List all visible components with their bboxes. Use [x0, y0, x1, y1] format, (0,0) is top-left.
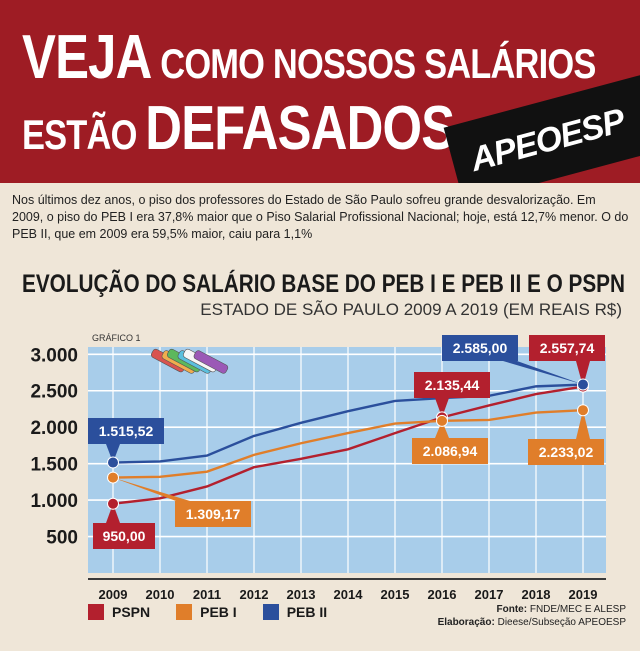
label-pointer [576, 410, 590, 439]
legend-label: PEB II [286, 604, 328, 620]
chalk-icon [193, 350, 229, 374]
data-label-box [175, 501, 251, 527]
legend-label: PSPN [112, 604, 151, 620]
legend-swatch [262, 604, 279, 620]
y-tick-label: 3.000 [30, 345, 78, 366]
data-label: 950,00 [103, 528, 146, 544]
data-point [577, 378, 589, 391]
legend-label: PEB I [200, 604, 237, 620]
headline-line-2: ESTÃO DEFASADOS [22, 94, 455, 163]
chart-title: EVOLUÇÃO DO SALÁRIO BASE DO PEB I E PEB … [22, 270, 626, 298]
label-pointer [106, 503, 120, 523]
x-tick-label: 2019 [569, 587, 598, 602]
chart-subtitle: ESTADO DE SÃO PAULO 2009 A 2019 (EM REAI… [200, 300, 622, 319]
x-tick-label: 2018 [522, 587, 551, 602]
data-point [436, 414, 448, 427]
chart-badge: GRÁFICO 1 [92, 333, 141, 343]
series-line-peb-i [112, 409, 584, 479]
chart-legend: PSPN PEB I PEB II [88, 604, 327, 620]
label-pointer [113, 477, 190, 501]
label-pointer [576, 361, 590, 387]
y-tick-label: 1.000 [30, 491, 78, 512]
label-pointer [435, 420, 449, 438]
x-tick-label: 2016 [428, 587, 457, 602]
legend-swatch [88, 604, 104, 620]
series-line-pspn [112, 385, 584, 505]
data-point [577, 404, 589, 417]
salary-line-chart: 500 1.000 1.500 2.000 2.500 3.000 2009 2010 2011… [30, 333, 606, 602]
y-tick-label: 500 [46, 528, 78, 549]
label-pointer [503, 361, 583, 385]
data-point [107, 497, 119, 510]
legend-item-pspn: PSPN [88, 604, 150, 620]
x-tick-label: 2014 [334, 587, 364, 602]
data-label: 1.309,17 [186, 506, 241, 522]
data-label: 2.086,94 [423, 443, 478, 459]
elaboration-line: Elaboração: Dieese/Subseção APEOESP [437, 617, 626, 628]
data-point [107, 456, 119, 469]
data-label: 2.135,44 [425, 377, 480, 393]
data-label: 2.233,02 [539, 444, 594, 460]
y-tick-label: 2.000 [30, 418, 78, 439]
data-label: 2.557,74 [540, 340, 595, 356]
data-point [107, 471, 119, 484]
x-tick-label: 2015 [381, 587, 410, 602]
series-line-peb-ii [112, 383, 584, 464]
y-tick-label: 2.500 [30, 382, 78, 403]
x-tick-label: 2010 [146, 587, 175, 602]
credits: Fonte: FNDE/MEC E ALESP Elaboração: Diee… [438, 603, 626, 629]
x-tick-label: 2017 [475, 587, 504, 602]
data-label-box [442, 335, 518, 361]
data-label: 2.585,00 [453, 340, 508, 356]
data-label-box [414, 372, 490, 398]
source-line: Fonte: FNDE/MEC E ALESP [496, 604, 626, 615]
intro-paragraph: Nos últimos dez anos, o piso dos profess… [12, 193, 629, 241]
y-tick-label: 1.500 [30, 455, 78, 476]
data-label: 1.515,52 [99, 423, 154, 439]
data-label-box [528, 439, 604, 465]
data-label-box [529, 335, 605, 361]
label-pointer [106, 444, 120, 463]
x-tick-label: 2012 [240, 587, 269, 602]
x-tick-label: 2011 [193, 587, 221, 602]
headline-line-1: VEJA COMO NOSSOS SALÁRIOS [22, 23, 596, 92]
legend-item-peb-ii: PEB II [262, 604, 328, 620]
x-tick-label: 2013 [287, 587, 316, 602]
data-label-box [88, 418, 164, 444]
legend-swatch [176, 604, 193, 620]
label-pointer [435, 398, 449, 418]
legend-item-peb-i: PEB I [176, 604, 237, 620]
data-label-box [93, 523, 155, 549]
data-label-box [412, 438, 488, 464]
header-banner: VEJA COMO NOSSOS SALÁRIOS ESTÃO DEFASADO… [0, 0, 640, 183]
x-tick-label: 2009 [99, 587, 128, 602]
